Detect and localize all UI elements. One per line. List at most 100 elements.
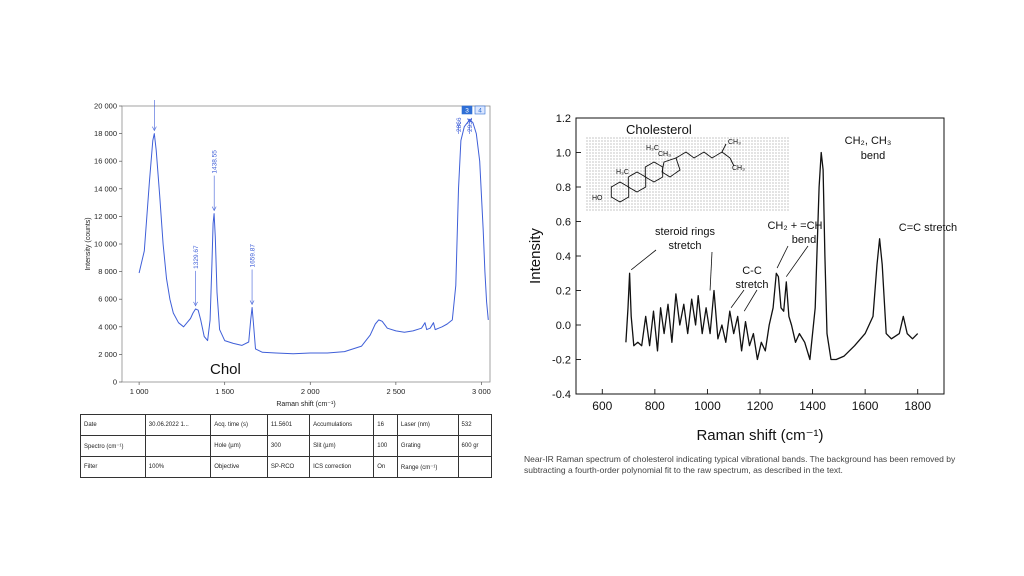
annotation-pointer <box>785 245 809 277</box>
param-value-cell: 30.06.2022 1... <box>144 414 212 436</box>
x-tick-label: 1800 <box>904 399 931 413</box>
y-tick-label: 2 000 <box>98 350 117 359</box>
param-name-cell: Spectro (cm⁻¹) <box>80 435 146 457</box>
param-name-cell: Filter <box>80 456 146 478</box>
side-branch-2 <box>729 157 735 167</box>
structure-label: CH₃ <box>728 139 741 146</box>
param-value-cell <box>144 435 212 457</box>
param-name-cell: Laser (nm) <box>396 414 459 436</box>
structure-label: HO <box>592 195 603 202</box>
annotation-label: stretch <box>735 279 768 291</box>
y-tick-label: 20 000 <box>94 102 117 111</box>
peak-label: 2866 <box>456 117 463 132</box>
x-axis-label: Raman shift (cm⁻¹) <box>276 401 335 408</box>
param-value-cell: 100% <box>144 456 212 478</box>
toolbar-box <box>461 105 473 115</box>
param-value-cell: 100 <box>373 435 398 457</box>
param-value-cell: 532 <box>457 414 493 436</box>
x-axis-label: Raman shift (cm⁻¹) <box>696 427 823 444</box>
chart-title: Cholesterol <box>626 122 692 137</box>
annotation-label: steroid rings <box>655 226 715 238</box>
annotation-label: CH₂, CH₃ <box>845 135 892 147</box>
param-value-cell: 11.5601 <box>266 414 311 436</box>
param-name-cell: ICS correction <box>309 456 375 478</box>
raman-spectrum-left-chart: 0 2 000 4 000 6 000 8 000 10 000 12 000 14 000 1… <box>80 100 494 410</box>
y-tick-label: 14 000 <box>94 184 117 193</box>
param-value-cell: SP-RCO <box>266 456 311 478</box>
param-value-cell: 600 gr <box>457 435 493 457</box>
y-tick-label: 4 000 <box>98 322 117 331</box>
toolbar-box-label: 4 <box>478 108 482 115</box>
annotation-label: C=C stretch <box>899 222 957 234</box>
structure-label: H₃C <box>616 169 629 176</box>
annotation-pointer <box>743 289 758 312</box>
figure-caption: Near-IR Raman spectrum of cholesterol in… <box>524 454 956 475</box>
annotation-label: bend <box>861 150 885 162</box>
structure-label: CH₃ <box>732 165 745 172</box>
y-tick-label: -0.2 <box>552 355 571 367</box>
annotation-pointer <box>776 245 789 269</box>
x-tick-label: 800 <box>645 399 665 413</box>
structure-inset <box>586 136 790 212</box>
toolbar-box-label: 3 <box>465 108 469 115</box>
y-tick-label: 6 000 <box>98 295 117 304</box>
annotation-label: CH₂ + =CH <box>767 220 822 232</box>
x-tick-label: 1 500 <box>215 387 234 396</box>
peak-label: 1329.67 <box>193 245 200 269</box>
annotation-label: C-C <box>742 265 762 277</box>
peak-label: 2931 <box>467 117 474 132</box>
ring-d <box>661 157 681 178</box>
y-axis-label: Intensity <box>527 228 544 284</box>
y-tick-label: -0.4 <box>552 389 571 401</box>
y-tick-label: 0.6 <box>556 217 571 229</box>
peak-marker-arrow <box>249 300 255 306</box>
chart-overlay-label: Chol <box>210 361 241 378</box>
peak-marker-arrow <box>467 118 472 123</box>
annotation-label: bend <box>792 234 816 246</box>
param-name-cell: Date <box>80 414 146 436</box>
peak-label: 1659.87 <box>250 244 257 268</box>
params-row: Spectro (cm⁻¹) Hole (µm) 300 Slit (µm) 100 Gr… <box>80 435 493 457</box>
param-name-cell: Objective <box>210 456 268 478</box>
y-tick-label: 0 <box>113 378 117 387</box>
x-tick-label: 1400 <box>799 399 826 413</box>
params-row: Filter 100% Objective SP-RCO ICS correction O… <box>80 456 493 478</box>
param-value-cell: 300 <box>266 435 311 457</box>
x-tick-label: 2 000 <box>301 387 320 396</box>
structure-label: CH₃ <box>658 151 671 158</box>
param-name-cell: Acq. time (s) <box>210 414 268 436</box>
param-name-cell: Slit (µm) <box>309 435 375 457</box>
param-value-cell: 16 <box>373 414 398 436</box>
y-tick-label: 10 000 <box>94 240 117 249</box>
y-tick-label: 16 000 <box>94 157 117 166</box>
annotation-pointer <box>709 251 713 291</box>
params-row: Date 30.06.2022 1... Acq. time (s) 11.5601 A… <box>80 414 493 436</box>
param-value-cell <box>457 456 493 478</box>
peak-label: 1438.55 <box>212 150 219 174</box>
param-name-cell: Grating <box>396 435 459 457</box>
param-name-cell: Range (cm⁻¹) <box>396 456 459 478</box>
annotation-label: stretch <box>668 240 701 252</box>
chart-background <box>80 100 494 410</box>
x-tick-label: 600 <box>592 399 612 413</box>
structure-label: H₃C <box>646 145 659 152</box>
side-branch-1 <box>721 143 727 153</box>
x-tick-label: 1 000 <box>130 387 149 396</box>
y-tick-label: 0.8 <box>556 182 571 194</box>
y-tick-label: 0.0 <box>556 320 571 332</box>
peak-marker-arrow <box>211 206 217 212</box>
y-tick-label: 18 000 <box>94 129 117 138</box>
peak-marker-arrow <box>456 122 461 128</box>
spectrum-line <box>138 119 489 355</box>
annotation-pointer <box>730 289 745 308</box>
param-name-cell: Hole (µm) <box>210 435 268 457</box>
y-axis-label: Intensity (counts) <box>85 217 92 270</box>
toolbar-box <box>474 105 486 115</box>
param-value-cell: On <box>373 456 398 478</box>
x-tick-label: 1600 <box>852 399 879 413</box>
y-tick-label: 0.4 <box>556 251 571 263</box>
y-tick-label: 8 000 <box>98 267 117 276</box>
param-name-cell: Accumulations <box>309 414 375 436</box>
x-tick-label: 2 500 <box>386 387 405 396</box>
annotation-pointer <box>630 249 657 271</box>
